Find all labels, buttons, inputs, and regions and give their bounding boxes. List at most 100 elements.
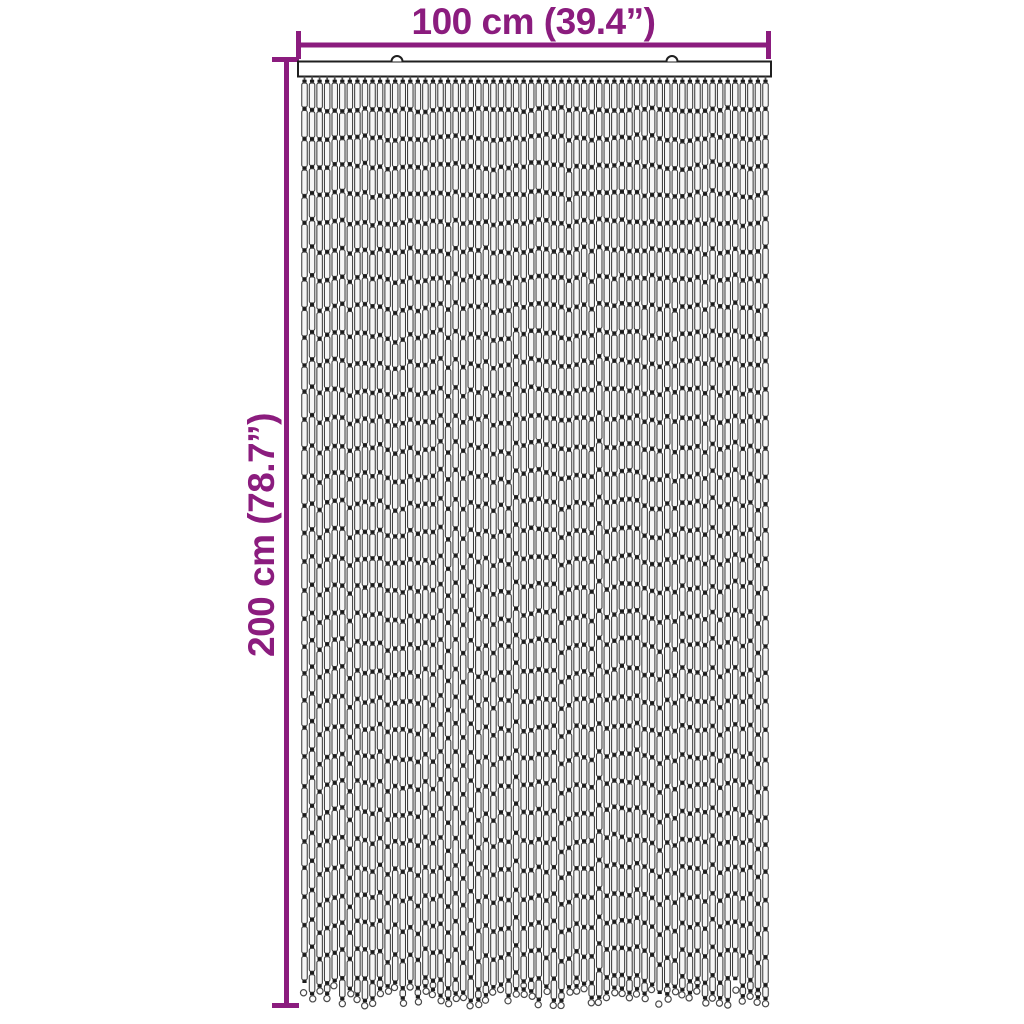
strand-end-loop xyxy=(422,987,430,995)
strand-end-loop xyxy=(685,994,693,1002)
strand-end-loop xyxy=(368,999,377,1008)
bead-strand xyxy=(414,76,423,1006)
strand-end-loop xyxy=(580,984,588,993)
bead-strand xyxy=(761,76,770,1008)
bead-strand xyxy=(693,76,701,995)
bead-strand xyxy=(323,76,331,1003)
bead-strand xyxy=(520,76,528,999)
bead-strand xyxy=(618,76,626,998)
strand-end-loop xyxy=(625,994,634,1002)
height-dimension-line xyxy=(272,57,299,1008)
bead-strand xyxy=(663,76,672,1003)
bead-strand xyxy=(594,76,603,1007)
strand-end-loop xyxy=(475,1000,483,1009)
strand-end-loop xyxy=(360,1002,369,1010)
mounting-hook xyxy=(390,55,404,62)
strand-end-loop xyxy=(437,997,445,1005)
strand-end-loop xyxy=(708,994,717,1002)
strand-end-loop xyxy=(557,1001,565,1010)
strand-end-loop xyxy=(618,989,626,998)
bead-strand xyxy=(496,76,505,994)
strand-end-loop xyxy=(414,998,423,1006)
bead-strand xyxy=(557,76,565,1010)
bead-strand xyxy=(299,76,308,997)
strand-end-loop xyxy=(496,985,505,994)
bead-strand xyxy=(715,76,724,1007)
strand-end-loop xyxy=(566,988,574,996)
bead-strand xyxy=(625,76,634,1002)
strand-end-loop xyxy=(738,997,746,1005)
width-dimension-label: 100 cm (39.4”) xyxy=(411,1,656,42)
strand-end-loop xyxy=(376,989,385,998)
bead-strand xyxy=(655,76,663,1008)
strand-end-loop xyxy=(715,999,724,1007)
bead-strand xyxy=(406,76,414,991)
strand-end-loop xyxy=(452,994,460,1003)
strand-end-loop xyxy=(594,998,603,1007)
strand-end-loop xyxy=(587,999,596,1007)
strand-end-loop xyxy=(316,987,324,995)
strand-end-loop xyxy=(761,1000,770,1008)
bead-strand xyxy=(459,76,468,1002)
bead-strand xyxy=(475,76,483,1009)
bead-strand xyxy=(376,76,385,998)
bead-strand xyxy=(678,76,686,999)
height-dimension-label: 200 cm (78.7”) xyxy=(241,413,282,657)
bead-strand xyxy=(534,76,543,1009)
hanging-rail xyxy=(297,55,772,78)
bead-strand xyxy=(346,76,355,998)
bead-strand xyxy=(338,76,347,1008)
bead-strand xyxy=(572,76,581,995)
strand-end-loop xyxy=(481,996,490,1004)
strand-end-loop xyxy=(466,1002,474,1010)
strand-end-loop xyxy=(611,989,619,997)
bead-strand xyxy=(738,76,747,1005)
strand-end-loop xyxy=(353,995,361,1004)
strand-end-loop xyxy=(399,999,408,1007)
bead-strand xyxy=(671,76,680,996)
strand-end-loop xyxy=(488,988,497,996)
bead-strand xyxy=(611,76,619,997)
strand-end-loop xyxy=(384,987,393,995)
bead-strand xyxy=(565,76,574,996)
bead-strand xyxy=(452,76,460,1003)
bead-strand xyxy=(330,76,339,990)
strand-end-loop xyxy=(309,995,317,1003)
bead-strand xyxy=(504,76,512,1005)
strand-end-loop xyxy=(702,999,710,1007)
bead-strand xyxy=(481,76,490,1004)
bead-strand xyxy=(746,76,754,1000)
bead-strand xyxy=(353,76,361,1004)
strand-end-loop xyxy=(572,987,581,995)
bead-strand xyxy=(543,76,551,996)
strand-end-loop xyxy=(520,990,528,999)
width-dimension-line xyxy=(296,31,771,59)
strand-end-loop xyxy=(602,993,611,1002)
bead-strand xyxy=(647,76,656,994)
bead-strand xyxy=(641,76,649,1003)
strand-end-loop xyxy=(504,997,512,1005)
bead-strand xyxy=(708,76,717,1002)
strand-end-loop xyxy=(693,987,701,995)
bead-strand xyxy=(466,76,475,1010)
strand-end-loop xyxy=(671,988,680,996)
strand-end-loop xyxy=(632,990,641,998)
bead-strand xyxy=(701,76,710,1007)
strand-end-loop xyxy=(390,983,399,992)
bead-strand xyxy=(753,76,762,1006)
bead-strand xyxy=(527,76,536,1000)
bead-strand xyxy=(549,76,558,1010)
strand-end-loop xyxy=(299,989,308,997)
bead-strand xyxy=(437,76,445,1005)
bead-strand xyxy=(360,76,369,1010)
bead-strand xyxy=(428,76,437,999)
bead-strand xyxy=(444,76,453,1008)
bead-strand xyxy=(512,76,520,998)
bead-strand xyxy=(602,76,611,1002)
mounting-hook xyxy=(665,55,679,62)
strand-end-loop xyxy=(746,992,754,1000)
strand-end-loop xyxy=(724,1001,732,1009)
strand-end-loop xyxy=(330,982,338,990)
strand-end-loop xyxy=(664,995,672,1003)
